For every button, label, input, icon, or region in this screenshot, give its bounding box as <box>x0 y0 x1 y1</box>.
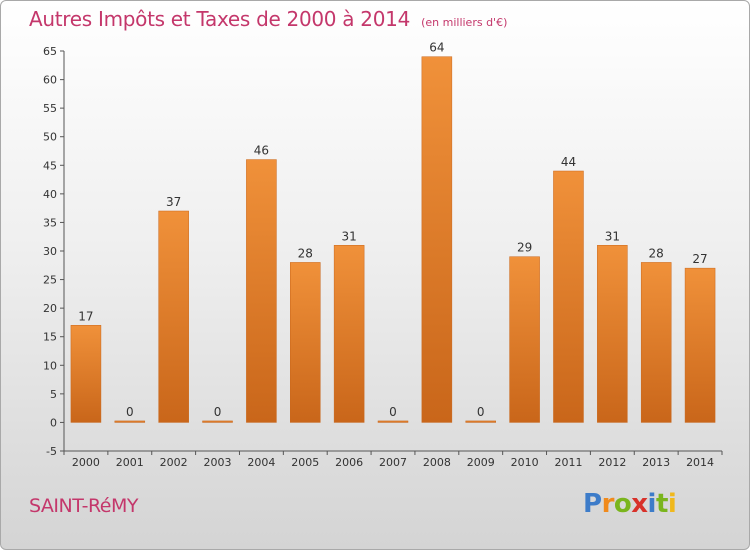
bar <box>202 420 233 423</box>
bar-value-label: 28 <box>298 246 313 260</box>
y-tick-label: 45 <box>43 159 57 172</box>
bar <box>114 420 146 423</box>
bar-value-label: 27 <box>692 252 707 266</box>
y-tick-label: 20 <box>43 302 57 315</box>
x-tick-label: 2014 <box>686 456 714 469</box>
bar-value-label: 0 <box>214 405 222 419</box>
bar-value-label: 0 <box>389 405 397 419</box>
y-tick-label: 10 <box>43 359 57 372</box>
x-tick-label: 2003 <box>204 456 232 469</box>
bar-value-label: 46 <box>254 144 269 158</box>
logo-letter: i <box>647 489 657 519</box>
bar <box>246 159 277 423</box>
x-tick-label: 2010 <box>511 456 539 469</box>
y-tick-label: 5 <box>50 388 57 401</box>
y-tick-label: 30 <box>43 245 57 258</box>
x-tick-label: 2012 <box>598 456 626 469</box>
bar-value-label: 37 <box>166 195 181 209</box>
x-tick-label: 2004 <box>247 456 275 469</box>
chart-title-block: Autres Impôts et Taxes de 2000 à 2014 (e… <box>29 7 507 31</box>
x-tick-label: 2006 <box>335 456 363 469</box>
y-tick-label: 40 <box>43 188 57 201</box>
logo-letter: r <box>601 489 615 519</box>
bar <box>553 170 584 423</box>
bar-value-label: 44 <box>561 155 576 169</box>
y-tick-label: 15 <box>43 331 57 344</box>
x-tick-label: 2013 <box>642 456 670 469</box>
logo-letter: o <box>613 489 632 519</box>
x-tick-label: 2000 <box>72 456 100 469</box>
bar <box>684 267 716 423</box>
y-tick-label: 0 <box>50 416 57 429</box>
bar <box>640 262 672 423</box>
logo-letter: x <box>631 489 648 519</box>
y-axis: -5 0 5 10 15 20 25 30 35 40 45 50 55 60 65 <box>43 45 65 458</box>
y-tick-label: 25 <box>43 274 57 287</box>
y-tick-label: 55 <box>43 102 57 115</box>
logo-letter: t <box>655 489 668 519</box>
place-name: SAINT-RéMY <box>29 495 138 517</box>
y-tick-label: -5 <box>46 445 57 458</box>
y-tick-label: 65 <box>43 45 57 58</box>
bar <box>290 262 321 423</box>
bar <box>333 245 365 423</box>
bar <box>70 325 102 423</box>
logo-letter: P <box>583 489 602 519</box>
bar-value-label: 31 <box>341 229 356 243</box>
x-tick-label: 2001 <box>116 456 144 469</box>
bar-value-label: 0 <box>126 405 134 419</box>
bar-value-label: 0 <box>477 405 485 419</box>
bar <box>158 210 189 423</box>
x-tick-label: 2008 <box>423 456 451 469</box>
x-tick-label: 2002 <box>160 456 188 469</box>
y-tick-label: 50 <box>43 131 57 144</box>
bar <box>509 256 540 423</box>
x-tick-label: 2011 <box>554 456 582 469</box>
bars <box>70 56 716 423</box>
bar-value-label: 64 <box>429 41 444 55</box>
proxiti-logo: Proxiti <box>583 489 677 519</box>
x-tick-label: 2007 <box>379 456 407 469</box>
bar-value-label: 31 <box>605 229 620 243</box>
bar <box>597 245 628 423</box>
x-axis: 2000 2001 2002 2003 2004 2005 2006 2007 2008 2009… <box>63 450 723 469</box>
chart-subtitle: (en milliers d'€) <box>421 16 508 29</box>
chart-title: Autres Impôts et Taxes de 2000 à 2014 <box>29 7 410 31</box>
bar <box>421 56 453 423</box>
value-labels: 17 0 37 0 46 28 31 0 64 0 29 44 31 28 27 <box>78 41 707 419</box>
x-tick-label: 2009 <box>467 456 495 469</box>
bar <box>465 420 496 423</box>
y-tick-label: 60 <box>43 74 57 87</box>
bar-value-label: 17 <box>78 309 93 323</box>
y-tick-label: 35 <box>43 216 57 229</box>
bar-value-label: 29 <box>517 241 532 255</box>
bar-value-label: 28 <box>649 246 664 260</box>
bar <box>377 420 409 423</box>
logo-letter: i <box>667 489 677 519</box>
x-tick-label: 2005 <box>291 456 319 469</box>
